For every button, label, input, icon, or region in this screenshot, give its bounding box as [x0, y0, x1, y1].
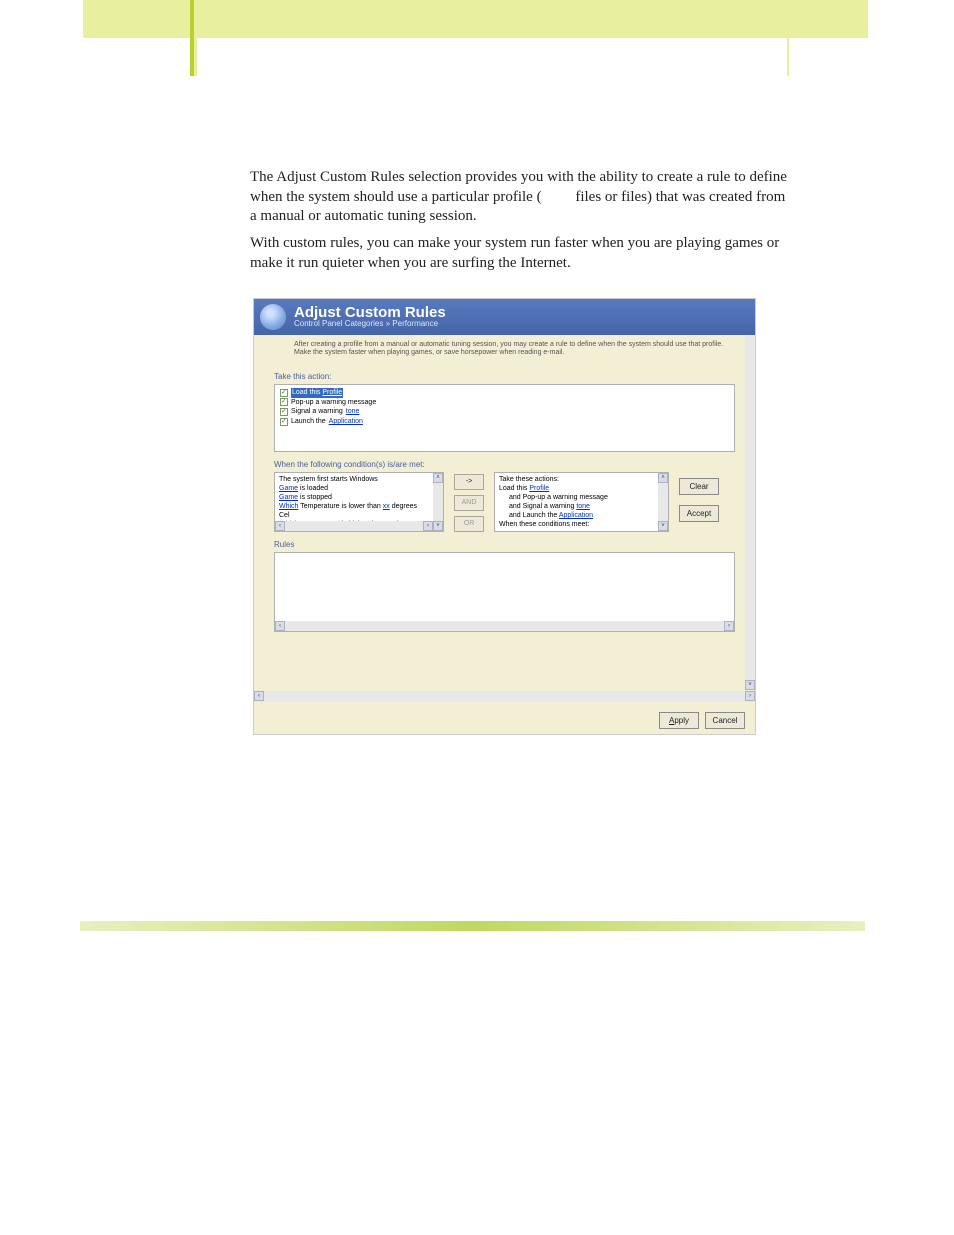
vertical-scrollbar[interactable]: ˄˅	[658, 473, 668, 531]
checkbox-icon[interactable]	[280, 389, 288, 397]
summary-title: Take these actions:	[499, 475, 654, 484]
horizontal-scrollbar[interactable]: ‹›	[275, 621, 734, 631]
checkbox-icon[interactable]	[280, 398, 288, 406]
conditions-listbox[interactable]: The system first starts Windows Game is …	[274, 472, 444, 532]
top-accent-bar	[83, 0, 868, 38]
and-button[interactable]: AND	[454, 495, 484, 511]
take-action-label: Take this action:	[254, 364, 755, 384]
conditions-label: When the following condition(s) is/are m…	[254, 452, 755, 472]
or-button[interactable]: OR	[454, 516, 484, 532]
action-item: Launch the Application	[280, 417, 729, 427]
rules-label: Rules	[254, 532, 755, 552]
action-item: Load this Profile	[280, 388, 729, 398]
condition-item: Game is stopped	[279, 493, 429, 502]
condition-item: Which Temperature is lower than xx degre…	[279, 502, 429, 520]
checkbox-icon[interactable]	[280, 418, 288, 426]
intro-paragraph-2: With custom rules, you can make your sys…	[250, 234, 790, 273]
horizontal-scrollbar[interactable]: ‹›	[254, 691, 755, 702]
rules-listbox[interactable]: ‹›	[274, 552, 735, 632]
divider-line	[194, 0, 197, 76]
accept-button[interactable]: Accept	[679, 505, 719, 522]
summary-listbox[interactable]: Take these actions: Load this Profile an…	[494, 472, 669, 532]
intro-paragraph-1: The Adjust Custom Rules selection provid…	[250, 168, 790, 227]
dialog-description: After creating a profile from a manual o…	[254, 335, 755, 364]
condition-item: Game is loaded	[279, 484, 429, 493]
action-item: Signal a warning tone	[280, 407, 729, 417]
dialog-title: Adjust Custom Rules	[294, 305, 446, 320]
checkbox-icon[interactable]	[280, 408, 288, 416]
dialog-header: Adjust Custom Rules Control Panel Catego…	[254, 299, 755, 335]
divider-line-right	[787, 0, 789, 76]
add-arrow-button[interactable]: ->	[454, 474, 484, 490]
globe-icon	[260, 304, 286, 330]
vertical-scrollbar[interactable]: ˄ ˅	[745, 299, 755, 690]
clear-button[interactable]: Clear	[679, 478, 719, 495]
scroll-down-icon[interactable]: ˅	[745, 680, 755, 690]
condition-item[interactable]: The system first starts Windows	[279, 475, 429, 484]
vertical-scrollbar[interactable]: ˄˅	[433, 473, 443, 531]
action-item: Pop-up a warning message	[280, 398, 729, 408]
horizontal-scrollbar[interactable]: ‹›	[275, 521, 433, 531]
breadcrumb: Control Panel Categories » Performance	[294, 320, 446, 329]
screenshot-panel: ˄ ˅ Adjust Custom Rules Control Panel Ca…	[253, 298, 756, 735]
apply-button[interactable]: Apply	[659, 712, 699, 729]
footer-accent-bar	[80, 921, 865, 931]
cancel-button[interactable]: Cancel	[705, 712, 745, 729]
actions-listbox[interactable]: Load this Profile Pop-up a warning messa…	[274, 384, 735, 452]
